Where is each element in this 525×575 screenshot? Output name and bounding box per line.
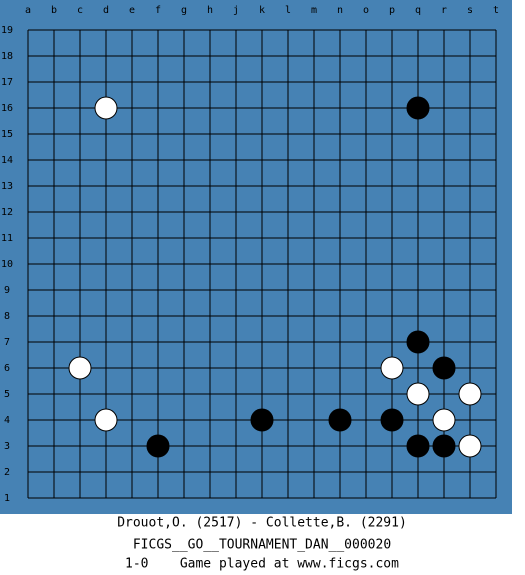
column-label: d <box>103 5 109 16</box>
row-label: 10 <box>1 259 13 270</box>
black-stone <box>406 434 430 458</box>
white-stone <box>432 408 456 432</box>
white-stone <box>406 382 430 406</box>
column-label: t <box>493 5 499 16</box>
row-label: 18 <box>1 51 13 62</box>
black-stone <box>432 356 456 380</box>
white-stone <box>94 96 118 120</box>
column-label: h <box>207 5 213 16</box>
row-label: 1 <box>4 493 10 504</box>
column-label: a <box>25 5 31 16</box>
column-label: q <box>415 5 421 16</box>
black-stone <box>380 408 404 432</box>
white-stone <box>458 382 482 406</box>
row-label: 15 <box>1 129 13 140</box>
column-label: b <box>51 5 57 16</box>
row-label: 2 <box>4 467 10 478</box>
black-stone <box>328 408 352 432</box>
white-stone <box>68 356 92 380</box>
white-stone <box>380 356 404 380</box>
row-label: 16 <box>1 103 13 114</box>
row-label: 13 <box>1 181 13 192</box>
row-label: 12 <box>1 207 13 218</box>
row-label: 9 <box>4 285 10 296</box>
column-label: j <box>233 5 239 16</box>
black-stone <box>250 408 274 432</box>
result: 1-0 Game played at www.ficgs.com <box>125 557 399 572</box>
black-stone <box>406 96 430 120</box>
event: FICGS__GO__TOURNAMENT_DAN__000020 <box>133 538 391 553</box>
column-label: c <box>77 5 83 16</box>
column-label: r <box>441 5 447 16</box>
row-label: 3 <box>4 441 10 452</box>
row-label: 8 <box>4 311 10 322</box>
row-label: 19 <box>1 25 13 36</box>
row-label: 11 <box>1 233 13 244</box>
white-stone <box>458 434 482 458</box>
row-label: 5 <box>4 389 10 400</box>
players: Drouot,O. (2517) - Collette,B. (2291) <box>117 516 407 531</box>
column-label: f <box>155 5 161 16</box>
column-label: k <box>259 5 265 16</box>
white-stone <box>94 408 118 432</box>
column-label: o <box>363 5 369 16</box>
column-label: n <box>337 5 343 16</box>
column-label: g <box>181 5 187 16</box>
board-background <box>0 0 512 514</box>
row-label: 4 <box>4 415 10 426</box>
column-label: p <box>389 5 395 16</box>
column-label: e <box>129 5 135 16</box>
black-stone <box>432 434 456 458</box>
black-stone <box>406 330 430 354</box>
row-label: 17 <box>1 77 13 88</box>
column-label: l <box>285 5 291 16</box>
row-label: 6 <box>4 363 10 374</box>
column-label: m <box>311 5 317 16</box>
black-stone <box>146 434 170 458</box>
row-label: 7 <box>4 337 10 348</box>
column-label: s <box>467 5 473 16</box>
row-label: 14 <box>1 155 13 166</box>
